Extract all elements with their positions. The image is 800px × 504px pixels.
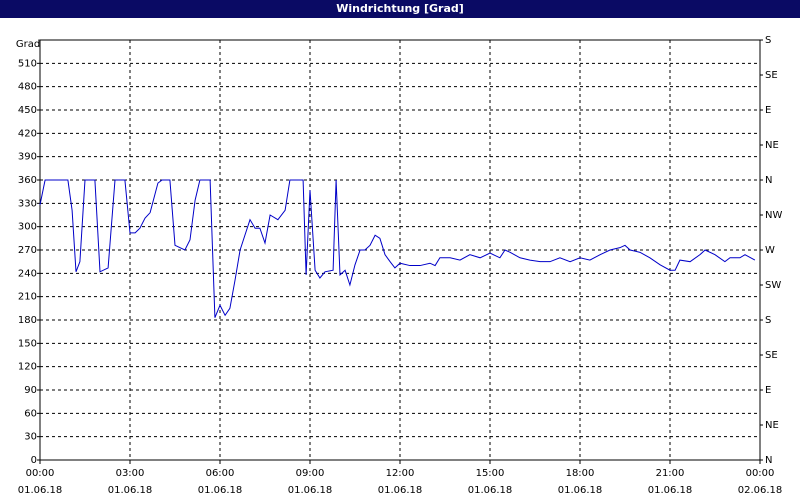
y-tick-label: 60: [24, 408, 37, 419]
y-tick-label: 450: [18, 105, 37, 116]
y-tick-label: 180: [18, 315, 37, 326]
x-tick-date: 02.06.18: [738, 485, 783, 496]
x-tick-date: 01.06.18: [288, 485, 333, 496]
y2-tick-label: NE: [765, 420, 779, 431]
x-tick-date: 01.06.18: [468, 485, 513, 496]
y-tick-label: 480: [18, 82, 37, 93]
title-bar: [0, 0, 800, 18]
y2-tick-label: S: [765, 315, 771, 326]
x-tick-date: 01.06.18: [198, 485, 243, 496]
y2-tick-label: E: [765, 385, 771, 396]
x-tick-label: 09:00: [296, 468, 325, 479]
x-tick-date: 01.06.18: [558, 485, 603, 496]
x-tick-date: 01.06.18: [18, 485, 63, 496]
y2-tick-label: SE: [765, 70, 778, 81]
y2-tick-label: NE: [765, 140, 779, 151]
y2-tick-label: E: [765, 105, 771, 116]
x-tick-label: 06:00: [206, 468, 235, 479]
y2-tick-label: W: [765, 245, 775, 256]
x-tick-label: 00:00: [26, 468, 55, 479]
y-tick-label: 210: [18, 292, 37, 303]
y-tick-label: 30: [24, 432, 37, 443]
x-tick-date: 01.06.18: [648, 485, 693, 496]
x-tick-label: 03:00: [116, 468, 145, 479]
x-tick-label: 18:00: [566, 468, 595, 479]
x-tick-date: 01.06.18: [378, 485, 423, 496]
y2-tick-label: SW: [765, 280, 781, 291]
y2-tick-label: N: [765, 455, 772, 466]
chart-title: Windrichtung [Grad]: [336, 2, 464, 15]
y2-tick-label: SE: [765, 350, 778, 361]
y-tick-label: 270: [18, 245, 37, 256]
y-tick-label: 420: [18, 128, 37, 139]
y-tick-label: 0: [31, 455, 37, 466]
x-tick-label: 12:00: [386, 468, 415, 479]
x-tick-label: 00:00: [746, 468, 775, 479]
y-tick-label: 390: [18, 152, 37, 163]
y2-tick-label: NW: [765, 210, 782, 221]
x-tick-label: 15:00: [476, 468, 505, 479]
y-tick-label: 300: [18, 222, 37, 233]
y-tick-label: 360: [18, 175, 37, 186]
x-tick-date: 01.06.18: [108, 485, 153, 496]
y-tick-label: 120: [18, 362, 37, 373]
y2-tick-label: N: [765, 175, 772, 186]
y-axis-label: Grad: [16, 39, 40, 50]
y-tick-label: 330: [18, 198, 37, 209]
y-tick-label: 150: [18, 338, 37, 349]
y2-tick-label: S: [765, 35, 771, 46]
y-tick-label: 510: [18, 58, 37, 69]
data-line: [39, 179, 756, 318]
y-tick-label: 240: [18, 268, 37, 279]
y-tick-label: 90: [24, 385, 37, 396]
x-tick-label: 21:00: [656, 468, 685, 479]
